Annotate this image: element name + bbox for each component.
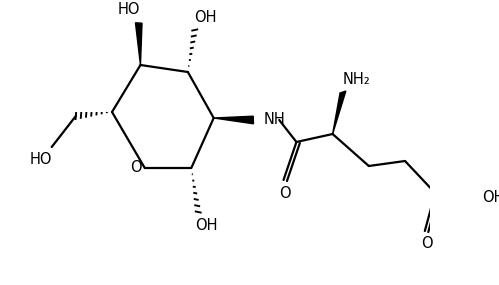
Text: O: O <box>130 160 142 174</box>
Text: NH: NH <box>263 111 285 127</box>
Polygon shape <box>214 116 253 124</box>
Text: OH: OH <box>194 9 217 25</box>
Text: O: O <box>279 186 291 201</box>
Text: NH₂: NH₂ <box>343 72 371 87</box>
Text: O: O <box>421 237 432 251</box>
Polygon shape <box>333 91 346 134</box>
Text: HO: HO <box>117 3 140 17</box>
Text: HO: HO <box>30 152 52 166</box>
Polygon shape <box>135 23 142 65</box>
Text: OH: OH <box>482 190 499 205</box>
Text: OH: OH <box>196 217 218 233</box>
